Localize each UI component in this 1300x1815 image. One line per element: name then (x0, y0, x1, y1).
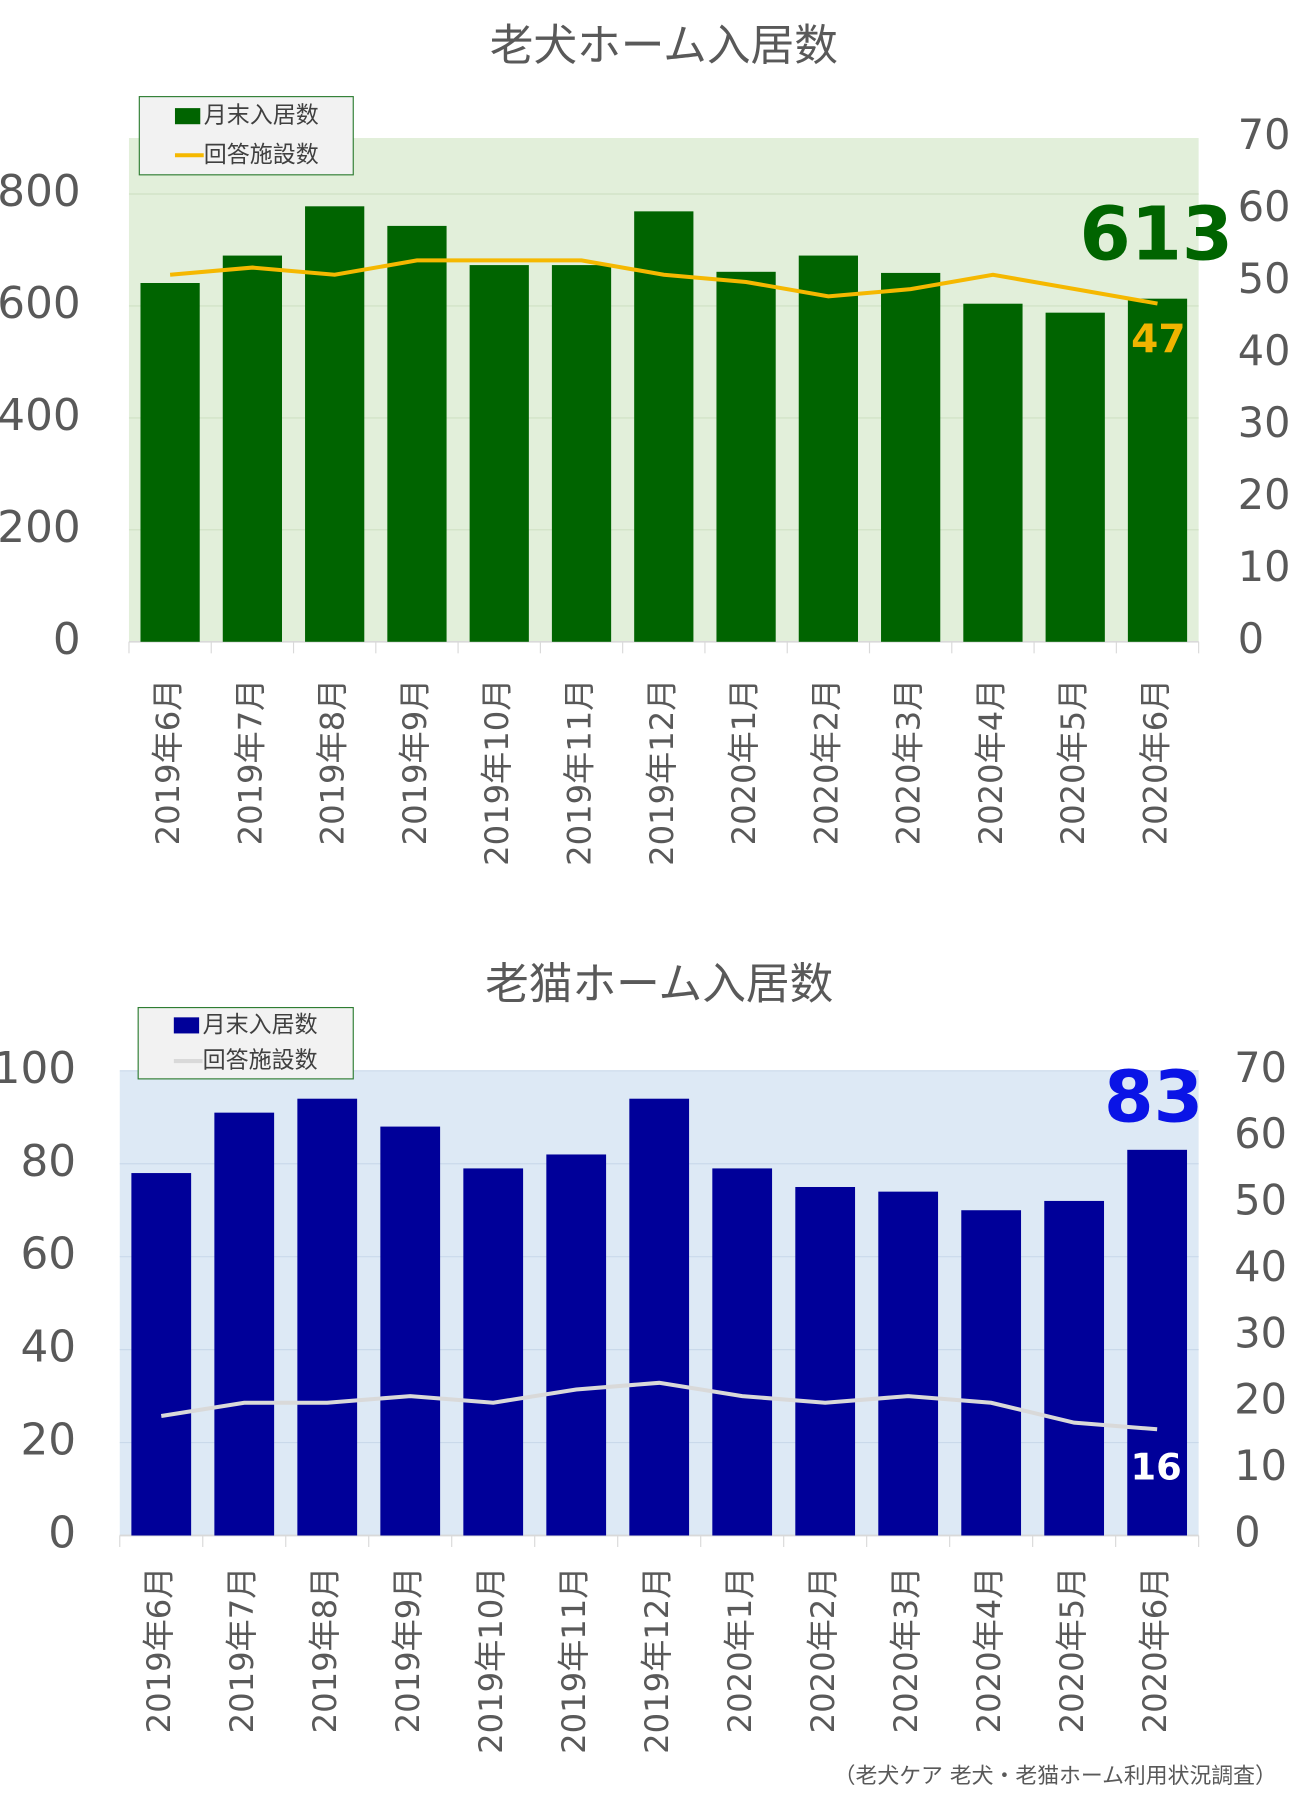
y2-tick-label: 50 (1234, 1177, 1287, 1225)
bar (387, 225, 447, 642)
y2-tick-label: 10 (1234, 1442, 1287, 1490)
x-tick-label: 2020年2月 (807, 679, 845, 846)
value-label: 16 (1130, 1445, 1181, 1488)
y2-tick-label: 20 (1238, 471, 1291, 519)
bar (881, 272, 941, 642)
bar (469, 265, 529, 642)
y2-tick-label: 10 (1238, 543, 1291, 591)
x-tick-label: 2020年2月 (804, 1567, 842, 1734)
bar (798, 255, 858, 642)
bar (463, 1168, 524, 1536)
x-tick-label: 2019年6月 (149, 679, 187, 846)
legend-label: 月末入居数 (204, 103, 319, 129)
x-tick-label: 2019年10月 (472, 1567, 510, 1754)
bar (629, 1098, 690, 1536)
y-tick-label: 400 (0, 390, 81, 441)
x-tick-label: 2019年9月 (396, 679, 434, 846)
x-tick-label: 2020年4月 (972, 679, 1010, 846)
y-tick-label: 600 (0, 278, 81, 329)
bar (1045, 312, 1105, 642)
x-tick-label: 2020年6月 (1136, 679, 1174, 846)
bar (963, 303, 1023, 642)
y2-tick-label: 30 (1238, 399, 1291, 447)
y-tick-label: 40 (20, 1322, 76, 1373)
y2-tick-label: 50 (1238, 255, 1291, 303)
y2-tick-label: 40 (1234, 1243, 1287, 1291)
legend-marker (173, 1017, 200, 1034)
y2-tick-label: 60 (1238, 183, 1291, 231)
y-tick-label: 0 (53, 614, 81, 665)
x-tick-label: 2019年6月 (140, 1567, 178, 1734)
bar (297, 1098, 358, 1536)
y2-tick-label: 0 (1234, 1509, 1260, 1557)
bar (1127, 298, 1188, 642)
bar (546, 1154, 607, 1536)
legend-marker (174, 108, 201, 125)
value-label: 613 (1079, 192, 1233, 277)
y-tick-label: 80 (20, 1136, 76, 1187)
bar (1127, 1149, 1188, 1536)
bar (961, 1210, 1022, 1536)
x-tick-label: 2019年10月 (478, 679, 516, 866)
value-label: 47 (1131, 317, 1185, 362)
x-tick-label: 2020年1月 (721, 1567, 759, 1734)
bar (140, 283, 200, 642)
x-tick-label: 2019年8月 (314, 679, 352, 846)
x-tick-label: 2019年8月 (306, 1567, 344, 1734)
bar (1044, 1200, 1105, 1536)
chart-title: 老猫ホーム入居数 (485, 959, 833, 1010)
y-tick-label: 800 (0, 166, 81, 217)
bar (712, 1168, 773, 1536)
y2-tick-label: 20 (1234, 1376, 1287, 1424)
x-tick-label: 2019年12月 (643, 679, 681, 866)
y-tick-label: 100 (0, 1043, 76, 1094)
bar (878, 1191, 939, 1536)
y-tick-label: 20 (20, 1415, 76, 1466)
y-tick-label: 60 (20, 1229, 76, 1280)
y2-tick-label: 30 (1234, 1309, 1287, 1357)
line-series (160, 1380, 1158, 1432)
x-tick-label: 2019年7月 (223, 1567, 261, 1734)
y2-tick-label: 60 (1234, 1110, 1287, 1158)
x-tick-label: 2019年9月 (389, 1567, 427, 1734)
x-tick-label: 2019年12月 (638, 1567, 676, 1754)
x-tick-label: 2020年3月 (890, 679, 928, 846)
x-tick-label: 2020年4月 (970, 1567, 1008, 1734)
bar (551, 265, 612, 642)
bar (131, 1173, 192, 1536)
bar (716, 271, 776, 642)
x-tick-label: 2020年5月 (1054, 679, 1092, 846)
y-tick-label: 0 (48, 1508, 76, 1559)
line-series (169, 258, 1158, 306)
x-tick-label: 2019年7月 (231, 679, 269, 846)
legend-label: 月末入居数 (203, 1012, 318, 1038)
y2-tick-label: 70 (1238, 111, 1291, 159)
bar (222, 255, 283, 642)
bar (380, 1126, 441, 1536)
x-tick-label: 2020年3月 (887, 1567, 925, 1734)
y2-tick-label: 0 (1238, 615, 1264, 663)
bar (795, 1186, 856, 1536)
bar (634, 211, 694, 642)
bar (305, 206, 365, 642)
x-tick-label: 2019年11月 (561, 679, 599, 866)
x-tick-label: 2020年6月 (1136, 1567, 1174, 1734)
x-tick-label: 2019年11月 (555, 1567, 593, 1754)
legend-label: 回答施設数 (204, 142, 319, 168)
source-note: （老犬ケア 老犬・老猫ホーム利用状況調査） (834, 1764, 1277, 1789)
bar (214, 1112, 275, 1536)
y2-tick-label: 40 (1238, 327, 1291, 375)
x-tick-label: 2020年1月 (725, 679, 763, 846)
x-tick-label: 2020年5月 (1053, 1567, 1091, 1734)
legend-label: 回答施設数 (203, 1048, 318, 1074)
value-label: 83 (1104, 1055, 1203, 1138)
chart-title: 老犬ホーム入居数 (490, 20, 838, 71)
y-tick-label: 200 (0, 502, 81, 553)
y2-tick-label: 70 (1234, 1044, 1287, 1092)
